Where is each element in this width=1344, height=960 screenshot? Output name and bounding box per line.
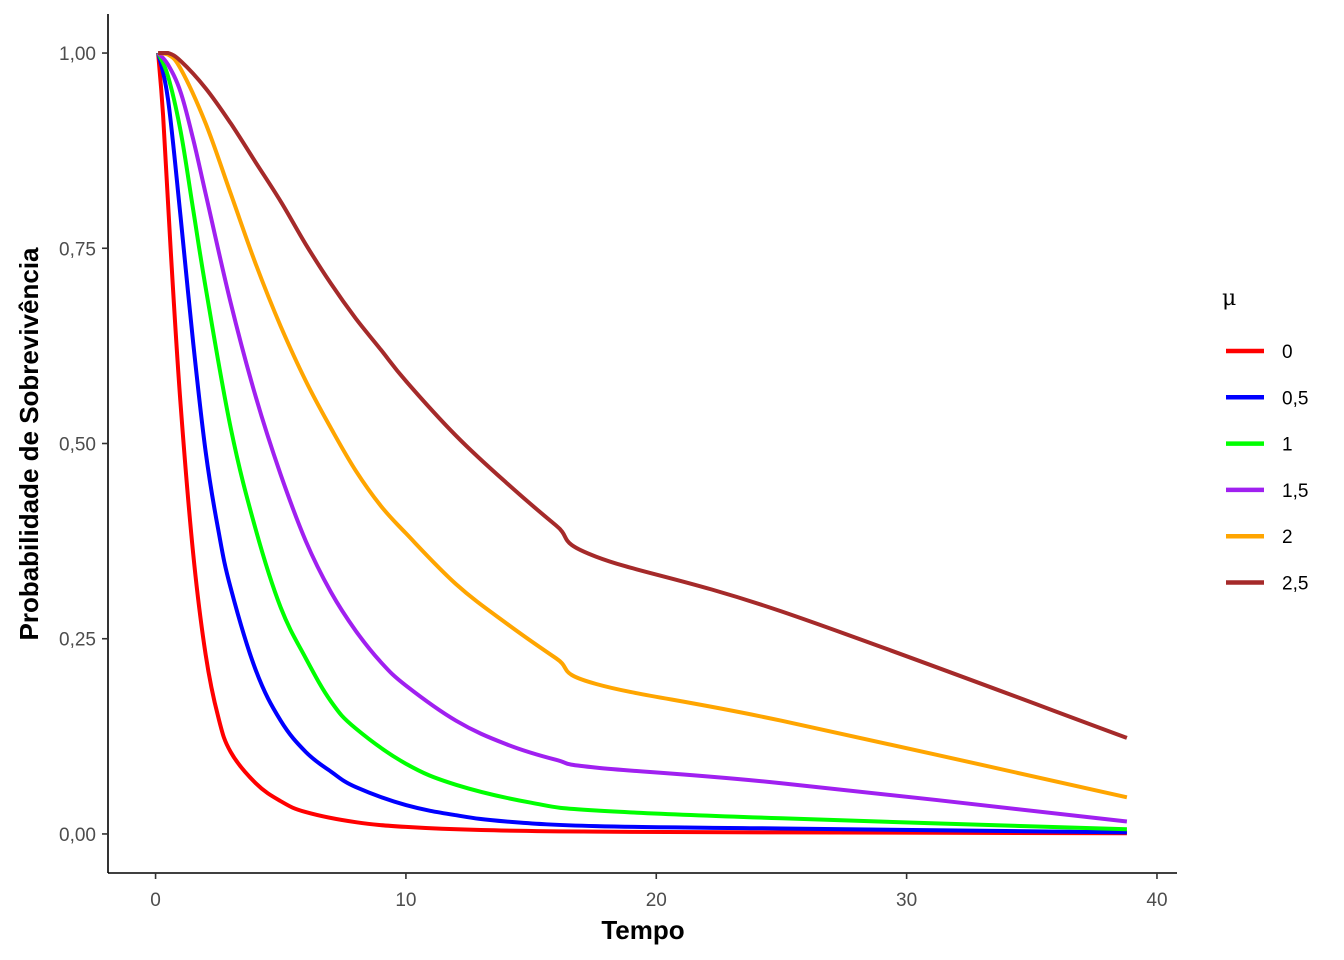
legend-label: 2,5 [1282, 574, 1308, 595]
y-tick-label: 0,50 [59, 435, 96, 456]
series-line-0 [156, 52, 1127, 836]
y-tick-label: 0,25 [59, 630, 96, 651]
x-tick-label: 30 [896, 890, 917, 911]
legend-label: 0 [1282, 342, 1293, 363]
y-ticks: 0,00 0,25 0,50 0,75 1,00 [59, 44, 108, 846]
legend-label: 1 [1282, 435, 1293, 456]
legend-label: 1,5 [1282, 481, 1308, 502]
y-tick-label: 1,00 [59, 44, 96, 65]
series-line-1 [156, 52, 1127, 835]
legend-title: μ [1222, 286, 1236, 311]
series-line-5 [158, 51, 1128, 740]
legend-label: 0,5 [1282, 388, 1308, 409]
x-axis-title: Tempo [601, 915, 684, 945]
x-tick-label: 0 [150, 890, 161, 911]
y-axis-title: Probabilidade de Sobrevivência [14, 247, 44, 641]
legend: μ 0 0,5 1 1,5 2 2,5 [1222, 286, 1308, 595]
x-tick-label: 40 [1146, 890, 1167, 911]
legend-label: 2 [1282, 527, 1293, 548]
series-line-4 [157, 51, 1128, 800]
series-layer [156, 51, 1128, 836]
y-tick-label: 0,00 [59, 825, 96, 846]
series-line-2 [156, 52, 1127, 832]
x-tick-label: 20 [646, 890, 667, 911]
series-line-3 [156, 51, 1128, 824]
x-ticks: 0 10 20 30 40 [150, 873, 1168, 911]
y-tick-label: 0,75 [59, 239, 96, 260]
x-tick-label: 10 [395, 890, 416, 911]
